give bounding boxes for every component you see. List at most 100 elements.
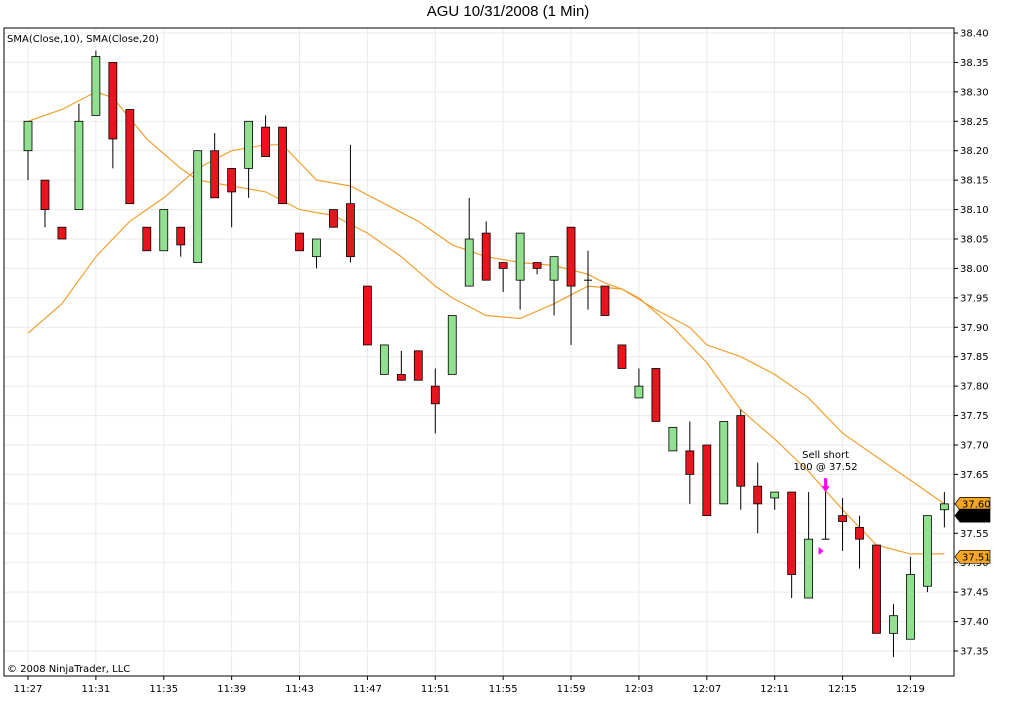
x-tick-label: 11:51 <box>421 684 450 695</box>
sma10-line <box>27 91 945 555</box>
sell-arrow-icon <box>821 478 830 493</box>
candle <box>346 144 355 263</box>
y-tick-label: 38.00 <box>960 264 989 275</box>
candle-body <box>566 226 576 287</box>
candle <box>142 226 152 252</box>
candle <box>210 133 220 199</box>
candle <box>889 603 898 657</box>
candle-body <box>346 203 355 258</box>
y-tick-label: 37.45 <box>960 588 989 599</box>
candle-body <box>634 385 644 399</box>
x-tick-label: 11:31 <box>81 684 110 695</box>
candle-body <box>447 315 457 375</box>
candle <box>532 262 542 275</box>
x-tick-label: 12:19 <box>896 684 925 695</box>
y-tick-label: 38.25 <box>960 117 989 128</box>
candle-body <box>57 226 67 240</box>
x-tick-label: 11:43 <box>285 684 314 695</box>
candle <box>515 232 525 310</box>
candle <box>804 492 814 599</box>
candle <box>498 262 508 292</box>
sma-lines <box>27 91 945 555</box>
candle <box>787 491 797 599</box>
candle-body <box>498 262 508 269</box>
candle <box>906 556 915 640</box>
y-tick-label: 38.20 <box>960 146 989 157</box>
x-tick-label: 11:47 <box>353 684 382 695</box>
candle-body <box>413 350 423 381</box>
candle <box>295 232 304 252</box>
x-tick-label: 11:39 <box>217 684 246 695</box>
y-tick-label: 37.95 <box>960 293 989 304</box>
candle-body <box>481 232 491 281</box>
candle-body <box>787 491 797 575</box>
candle-body <box>549 256 559 281</box>
candle <box>125 109 135 205</box>
candle-body <box>176 226 186 246</box>
candle <box>227 167 237 228</box>
x-tick-label: 11:35 <box>149 684 178 695</box>
candle <box>736 409 746 510</box>
candle-body <box>651 368 661 422</box>
candle <box>600 285 610 316</box>
candle-body <box>108 62 118 140</box>
y-tick-label: 37.55 <box>960 529 989 540</box>
candle <box>447 315 457 375</box>
candle-body <box>753 485 763 505</box>
candle-body <box>600 285 610 316</box>
y-tick-label: 38.10 <box>960 205 989 216</box>
candle <box>770 491 780 510</box>
indicator-label: SMA(Close,10), SMA(Close,20) <box>7 34 159 45</box>
annotation-line-1: Sell short <box>802 450 849 461</box>
candle-body <box>210 150 220 199</box>
price-marker-tag <box>954 508 991 523</box>
candle <box>838 497 847 551</box>
candle <box>176 226 186 257</box>
candle <box>362 285 372 346</box>
candle-body <box>736 415 746 487</box>
candle-body <box>838 515 847 522</box>
sma20-line <box>27 144 945 505</box>
candle-body <box>770 491 780 499</box>
candle-body <box>227 167 237 193</box>
candle-body <box>939 503 949 511</box>
candle-body <box>855 527 864 540</box>
candle-body <box>532 262 542 269</box>
candles <box>23 50 966 657</box>
chart-title: AGU 10/31/2008 (1 Min) <box>426 3 590 20</box>
price-marker-tag <box>954 497 991 511</box>
candle-body <box>23 120 33 152</box>
candle-body <box>193 150 203 263</box>
candle <box>566 226 576 345</box>
candle <box>719 421 729 505</box>
trade-annotation: Sell short 100 @ 37.52 <box>794 450 858 555</box>
price-marker: 37.51 <box>954 549 991 564</box>
candle <box>668 426 678 452</box>
candle <box>923 515 932 593</box>
y-tick-label: 38.15 <box>960 176 989 187</box>
candle <box>584 250 593 310</box>
y-tick-label: 37.80 <box>960 382 989 393</box>
y-tick-label: 38.30 <box>960 87 989 98</box>
candle-body <box>923 515 932 587</box>
candle-body <box>668 426 678 452</box>
candle-body <box>379 344 389 375</box>
x-tick-label: 12:11 <box>760 684 789 695</box>
candle-body <box>295 232 304 252</box>
x-tick-label: 12:15 <box>828 684 857 695</box>
y-tick-label: 38.40 <box>960 29 989 40</box>
candle <box>312 238 321 269</box>
candle-body <box>702 444 712 517</box>
candle <box>244 120 254 198</box>
x-tick-label: 12:03 <box>625 684 654 695</box>
candle-body <box>617 344 627 369</box>
y-tick-label: 37.90 <box>960 323 989 334</box>
y-tick-label: 37.35 <box>960 647 989 658</box>
y-tick-label: 37.85 <box>960 352 989 363</box>
x-tick-label: 12:07 <box>692 684 721 695</box>
candle <box>549 256 559 316</box>
candle <box>108 62 118 169</box>
candle-body <box>278 126 287 205</box>
y-tick-label: 37.75 <box>960 411 989 422</box>
